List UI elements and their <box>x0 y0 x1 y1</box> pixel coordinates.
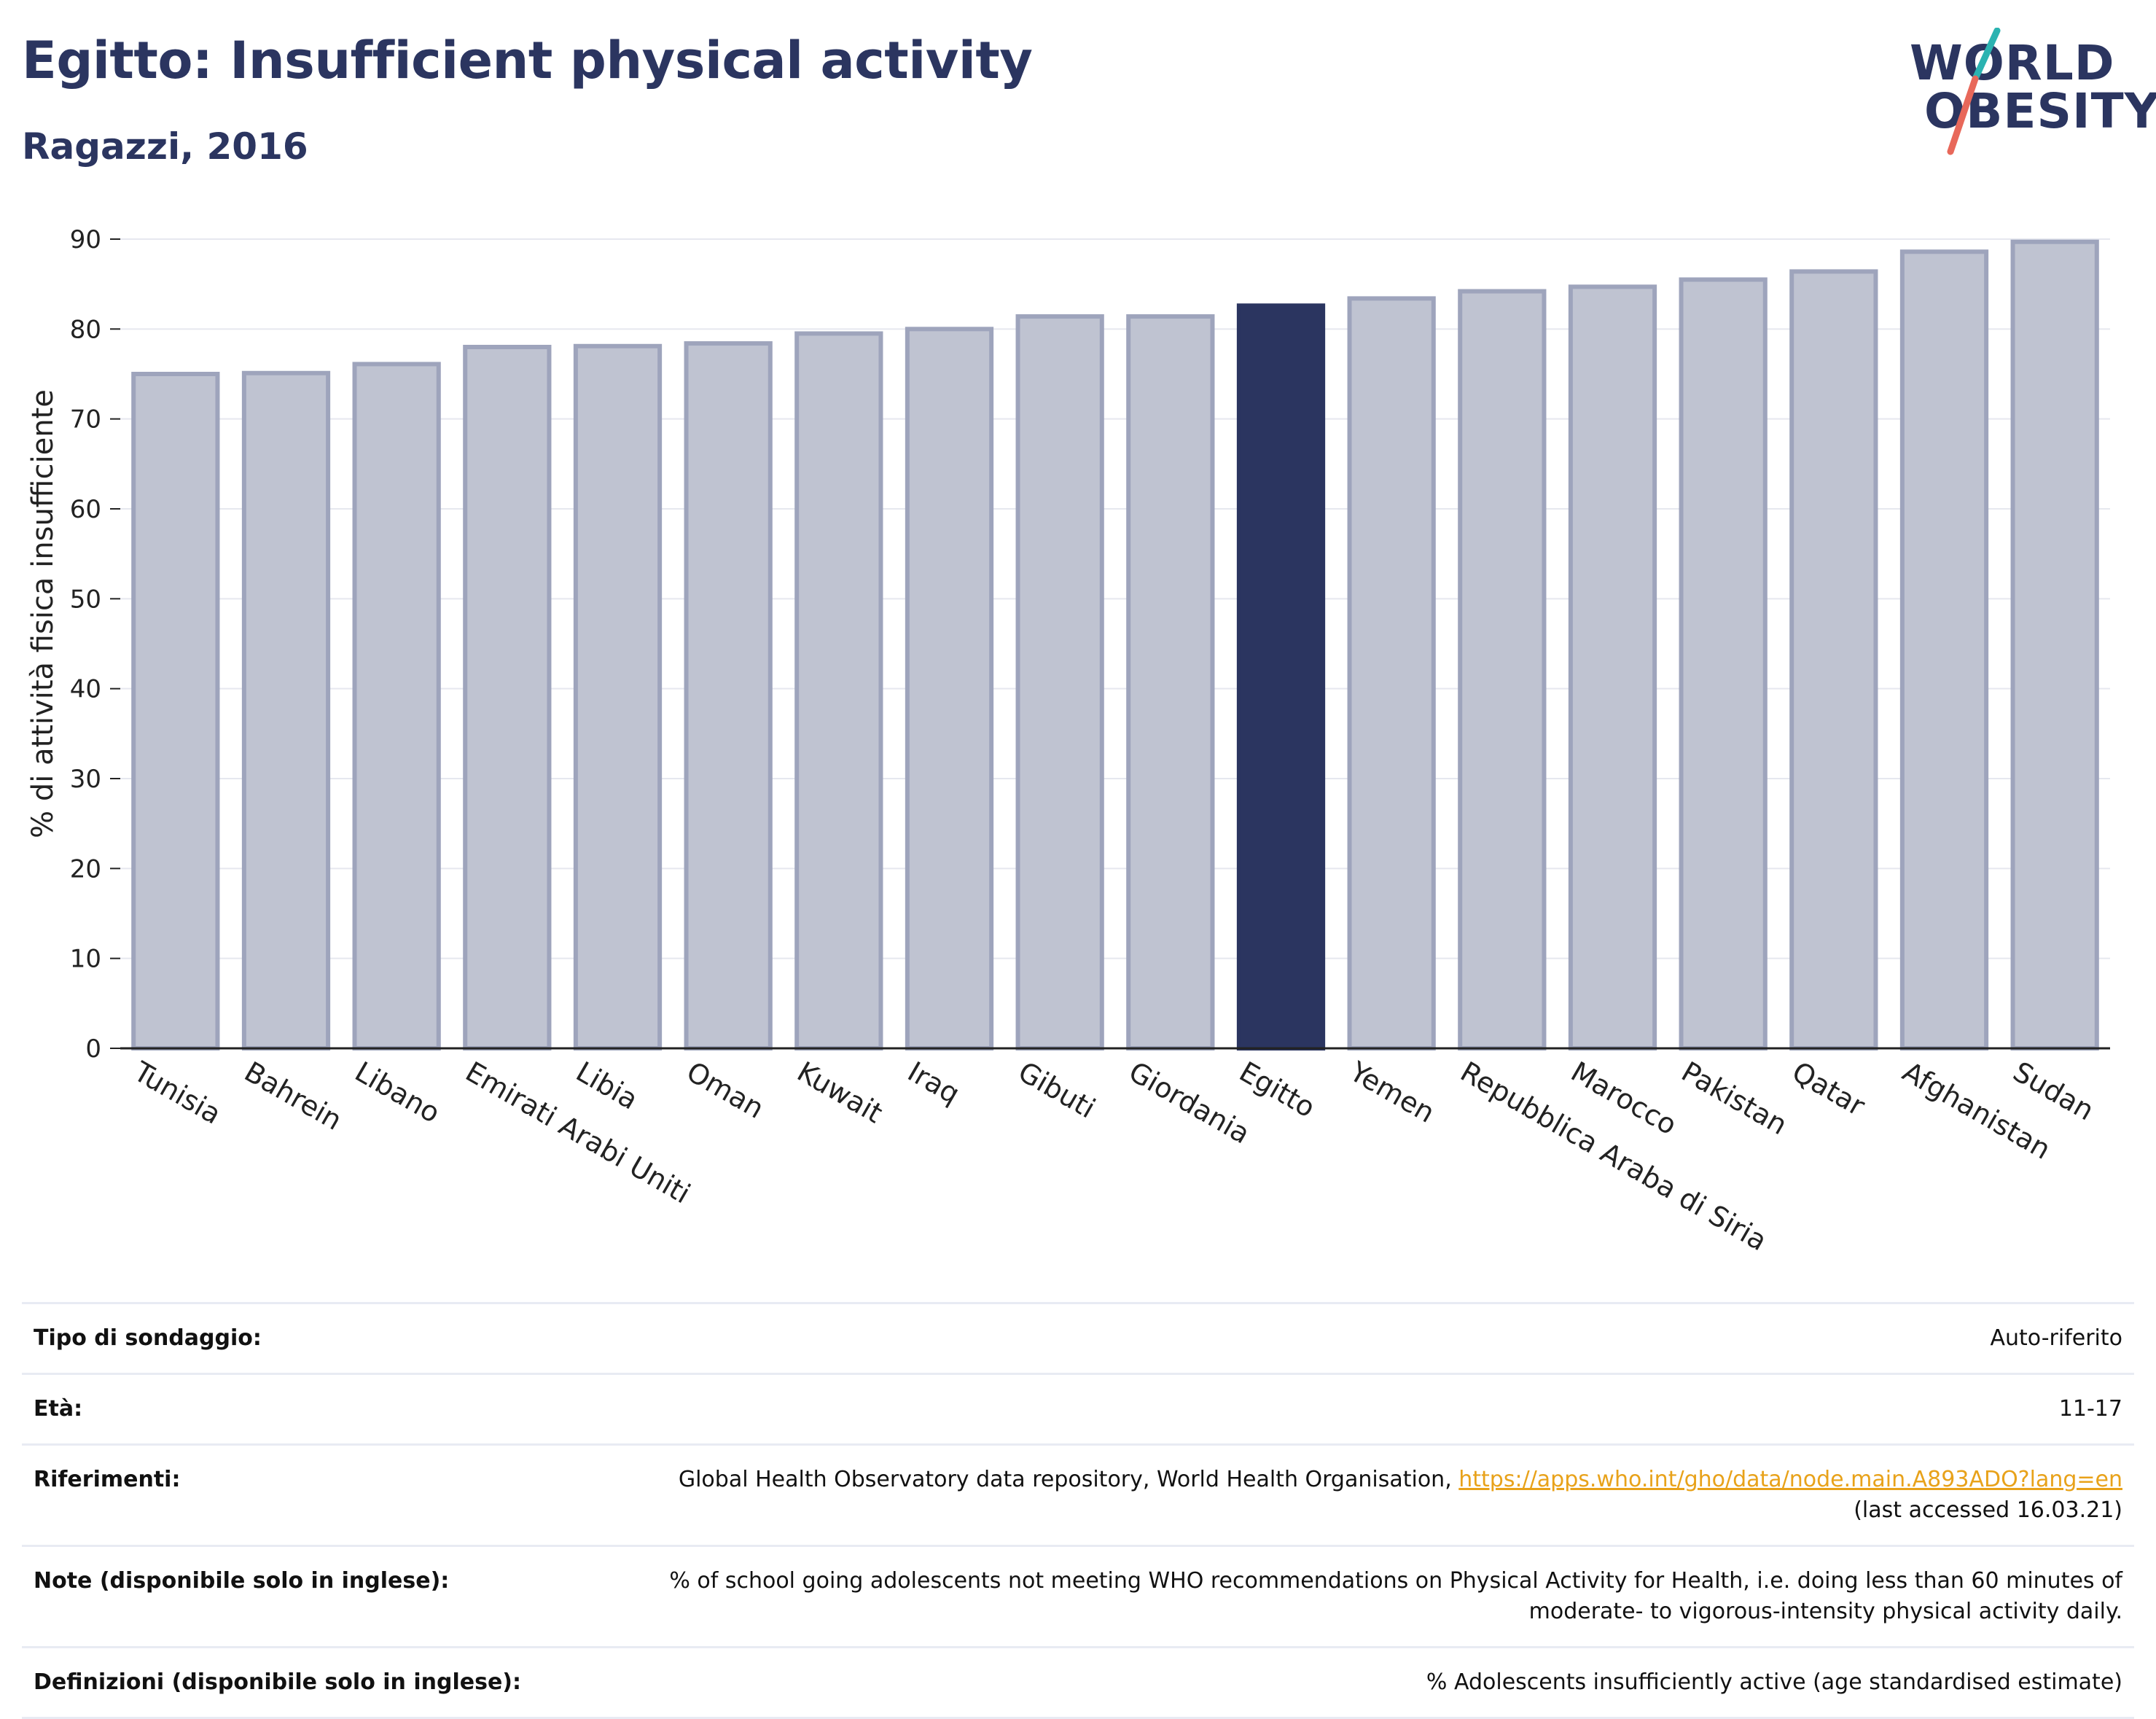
y-axis-label: % di attività fisica insufficiente <box>26 389 60 838</box>
y-tick-label: 40 <box>70 675 101 704</box>
x-tick-label: Egitto <box>1234 1056 1321 1124</box>
table-row: Riferimenti: Global Health Observatory d… <box>22 1444 2134 1546</box>
reference-text: Global Health Observatory data repositor… <box>678 1467 1459 1492</box>
bar-yemen <box>1347 296 1436 1050</box>
x-tick-label: Libano <box>350 1056 446 1129</box>
meta-key: Riferimenti: <box>34 1467 181 1492</box>
bar-iraq <box>905 327 994 1051</box>
logo-word-world: WORLD <box>1910 35 2115 91</box>
reference-accessed: (last accessed 16.03.21) <box>1854 1497 2122 1523</box>
y-tick-label: 30 <box>70 765 101 794</box>
x-tick-label: Sudan <box>2008 1056 2100 1127</box>
meta-value: 11-17 <box>2058 1396 2122 1422</box>
x-tick-label: Qatar <box>1786 1056 1870 1123</box>
y-tick-label: 50 <box>70 585 101 614</box>
x-tick-label: Iraq <box>902 1056 965 1110</box>
bar-qatar <box>1789 269 1878 1050</box>
bar-libano <box>352 362 441 1050</box>
meta-value-references: Global Health Observatory data repositor… <box>555 1445 2134 1546</box>
x-tick-label: Yemen <box>1344 1055 1440 1129</box>
meta-key: Tipo di sondaggio: <box>34 1325 262 1351</box>
y-axis-ticks: 0 10 20 30 40 50 60 70 80 90 <box>70 225 120 1064</box>
chart-grid <box>120 238 2110 1049</box>
x-tick-label: Tunisia <box>128 1055 226 1131</box>
bar-sudan <box>2010 239 2099 1051</box>
table-row: Tipo di sondaggio: Auto-riferito <box>22 1303 2134 1374</box>
x-tick-label: Giordania <box>1123 1056 1255 1150</box>
bar-pakistan <box>1679 277 1768 1050</box>
y-tick-label: 70 <box>70 405 101 434</box>
metadata-table: Tipo di sondaggio: Auto-riferito Età: 11… <box>22 1302 2134 1719</box>
bar-bahrein <box>241 370 331 1050</box>
y-tick-label: 60 <box>70 495 101 524</box>
bar-giordania <box>1126 314 1215 1051</box>
world-obesity-logo: WORLD OBESITY <box>1895 22 2156 155</box>
y-tick-label: 80 <box>70 315 101 344</box>
meta-key: Età: <box>34 1396 83 1422</box>
y-tick-label: 10 <box>70 945 101 974</box>
meta-value: Auto-riferito <box>1990 1325 2122 1351</box>
bar-gibuti <box>1015 314 1104 1051</box>
bar-oman <box>684 341 773 1051</box>
bar-repubblica-araba-di-siria <box>1458 289 1547 1051</box>
page-title: Egitto: Insufficient physical activity <box>22 31 1033 90</box>
chart-bars <box>131 239 2099 1051</box>
meta-value: % Adolescents insufficiently active (age… <box>1426 1669 2122 1695</box>
page-subtitle: Ragazzi, 2016 <box>22 125 308 168</box>
bar-libia <box>573 343 663 1050</box>
bar-afghanistan <box>1899 249 1989 1050</box>
meta-key: Definizioni (disponibile solo in inglese… <box>34 1669 521 1695</box>
table-row: Età: 11-17 <box>22 1373 2134 1445</box>
x-tick-label: Libia <box>571 1056 644 1116</box>
bar-emirati-arabi-uniti <box>463 345 552 1050</box>
reference-link[interactable]: https://apps.who.int/gho/data/node.main.… <box>1458 1467 2122 1492</box>
bar-marocco <box>1568 284 1657 1050</box>
x-tick-label: Bahrein <box>239 1056 348 1137</box>
y-tick-label: 20 <box>70 854 101 884</box>
logo-slash-icon <box>1947 28 2001 155</box>
bar-chart: 0 10 20 30 40 50 60 70 80 90 Tunisia Bahrein Libano… <box>26 225 2110 1257</box>
meta-value: % of school going adolescents not meetin… <box>669 1568 2122 1624</box>
x-tick-label: Oman <box>681 1056 770 1125</box>
x-tick-label: Pakistan <box>1676 1056 1793 1142</box>
bar-tunisia <box>131 372 220 1050</box>
table-row: Definizioni (disponibile solo in inglese… <box>22 1647 2134 1718</box>
x-tick-label: Gibuti <box>1013 1056 1101 1125</box>
bar-egitto <box>1236 303 1326 1050</box>
x-axis-labels: Tunisia Bahrein Libano Emirati Arabi UnitiL… <box>128 1055 2099 1257</box>
x-tick-label: Kuwait <box>792 1056 888 1130</box>
y-tick-label: 0 <box>85 1034 101 1064</box>
table-row: Note (disponibile solo in inglese): % of… <box>22 1545 2134 1648</box>
bar-kuwait <box>794 331 883 1050</box>
y-tick-label: 90 <box>70 225 101 254</box>
meta-key: Note (disponibile solo in inglese): <box>34 1568 450 1594</box>
